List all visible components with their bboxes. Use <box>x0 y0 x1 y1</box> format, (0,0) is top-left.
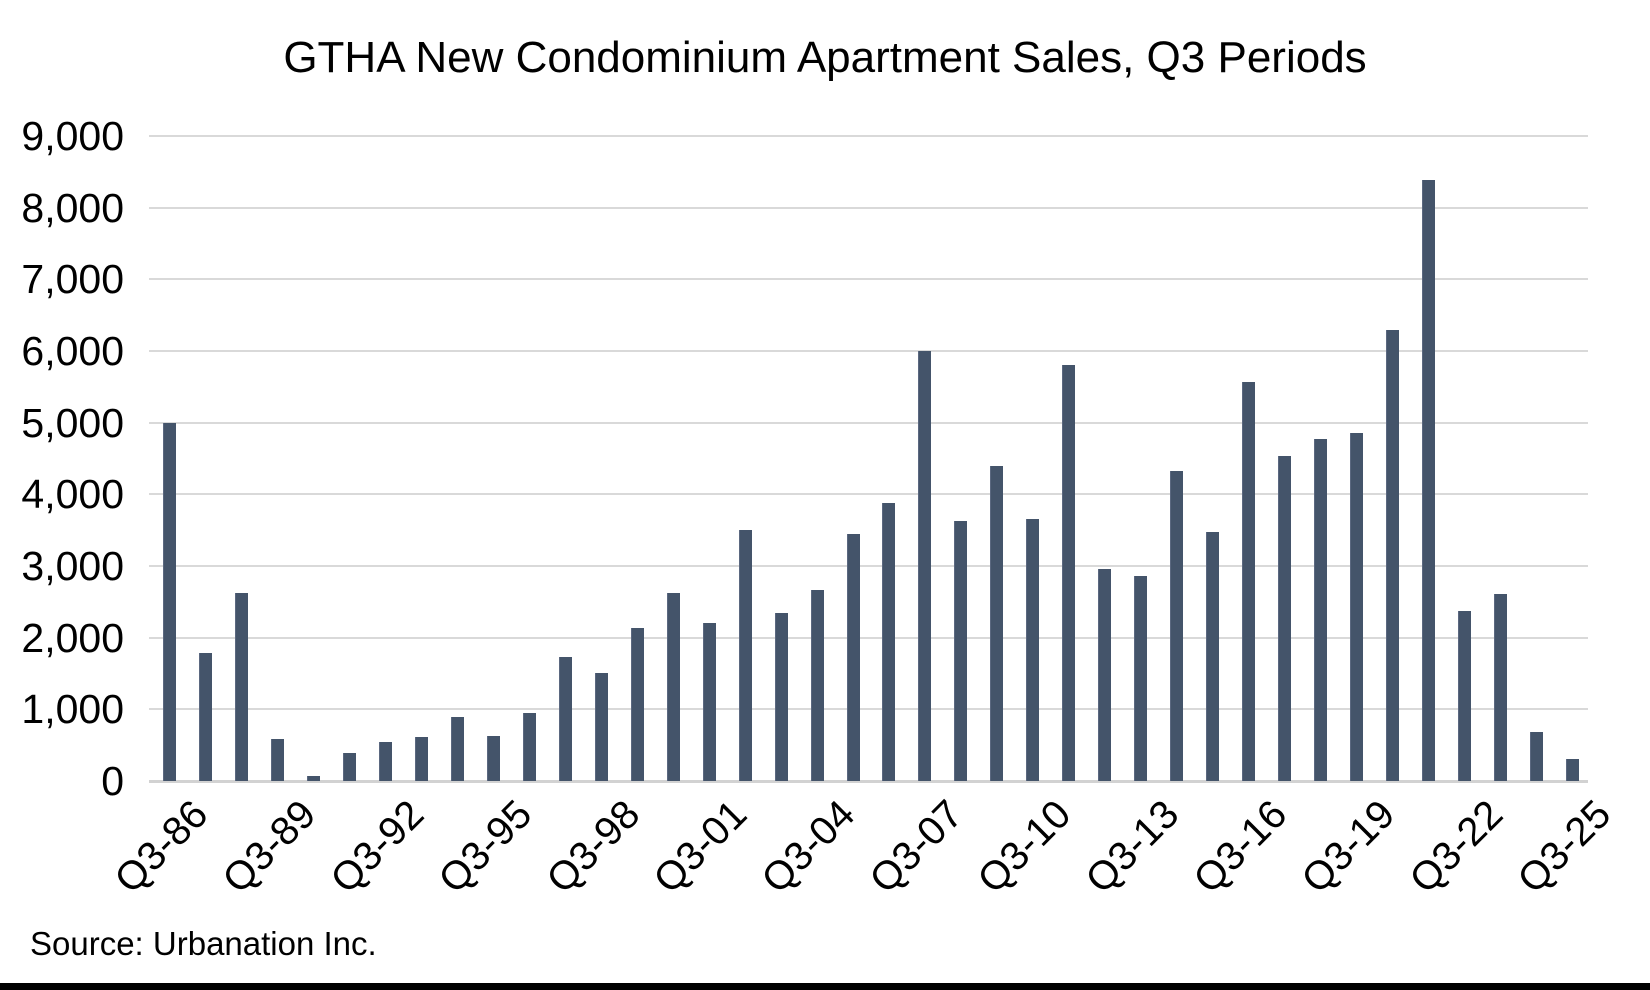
x-axis-tick-label: Q3-01 <box>646 792 756 902</box>
bar <box>1314 439 1327 781</box>
bar <box>595 673 608 781</box>
y-axis-tick-label: 3,000 <box>21 543 124 589</box>
x-axis-tick-label: Q3-10 <box>969 792 1080 902</box>
bar <box>559 657 572 781</box>
bar <box>1026 519 1039 781</box>
gridline <box>149 493 1588 496</box>
bar <box>451 717 464 781</box>
bar <box>1386 330 1399 781</box>
bar <box>1458 611 1471 781</box>
bar <box>811 590 824 781</box>
bar <box>379 742 392 781</box>
bar <box>415 737 428 781</box>
bar <box>631 628 644 781</box>
bar <box>667 593 680 781</box>
bar <box>1062 365 1075 781</box>
x-axis-tick-label: Q3-16 <box>1185 792 1296 902</box>
x-axis-tick-label: Q3-07 <box>861 792 972 902</box>
gridline <box>149 421 1588 424</box>
gridline <box>149 708 1588 711</box>
x-axis-tick-label: Q3-22 <box>1401 792 1512 902</box>
x-axis-tick-label: Q3-95 <box>430 792 540 902</box>
x-axis-tick-label: Q3-04 <box>753 792 864 902</box>
bar <box>954 521 967 781</box>
y-axis-tick-label: 1,000 <box>21 686 124 733</box>
x-axis-tick-label: Q3-98 <box>538 792 648 902</box>
x-axis-tick-label: Q3-13 <box>1077 792 1188 902</box>
chart-title: GTHA New Condominium Apartment Sales, Q3… <box>283 33 1367 82</box>
y-axis-tick-label: 6,000 <box>21 328 124 374</box>
x-axis-tick-label: Q3-25 <box>1509 792 1620 902</box>
x-axis-tick-label: Q3-19 <box>1293 792 1404 902</box>
bar <box>775 613 788 781</box>
x-axis-line <box>149 780 1588 783</box>
bar <box>703 623 716 781</box>
bar <box>343 753 356 781</box>
x-axis-tick-label: Q3-89 <box>214 792 325 902</box>
x-axis-tick-label: Q3-92 <box>322 792 432 902</box>
bar <box>1134 576 1147 781</box>
bar <box>163 423 176 781</box>
y-axis-tick-label: 2,000 <box>21 614 124 661</box>
y-axis-tick-label: 9,000 <box>21 113 124 159</box>
y-axis-tick-label: 0 <box>101 758 124 804</box>
y-axis-tick-label: 4,000 <box>21 471 124 518</box>
bar <box>487 736 500 781</box>
y-axis-tick-label: 8,000 <box>21 184 124 231</box>
gridline <box>149 278 1588 281</box>
bar <box>1566 759 1579 781</box>
bar <box>1350 433 1363 781</box>
bar <box>1206 532 1219 781</box>
bar <box>847 534 860 781</box>
gridline <box>149 565 1588 567</box>
x-axis-tick-label: Q3-86 <box>106 792 217 902</box>
bar <box>918 351 931 781</box>
gridline <box>149 350 1588 352</box>
bar <box>1494 594 1507 781</box>
bar <box>523 713 536 781</box>
bar <box>1170 471 1183 781</box>
bar <box>882 503 895 781</box>
bar <box>199 653 212 781</box>
bottom-border-bar <box>0 983 1650 990</box>
bar <box>1278 456 1291 781</box>
bar <box>1530 732 1543 781</box>
source-text: Source: Urbanation Inc. <box>30 925 377 962</box>
bar <box>271 739 284 781</box>
y-axis-tick-label: 5,000 <box>21 399 124 446</box>
bar <box>307 776 320 781</box>
gridline <box>149 135 1588 137</box>
bar <box>739 530 752 781</box>
bar <box>1242 382 1255 781</box>
bar <box>235 593 248 781</box>
gridline <box>149 206 1588 209</box>
bar <box>1422 180 1435 781</box>
gridline <box>149 636 1588 639</box>
bar <box>990 466 1003 781</box>
y-axis-tick-label: 7,000 <box>21 256 124 303</box>
bar <box>1098 569 1111 781</box>
